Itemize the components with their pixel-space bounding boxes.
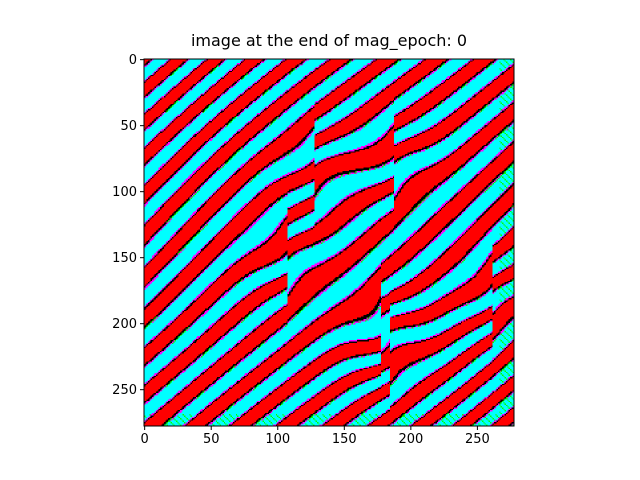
chart-title: image at the end of mag_epoch: 0 [190, 31, 468, 50]
axes-frame [143, 58, 515, 427]
y-tick-label: 50 [120, 119, 137, 134]
x-tick-label: 50 [203, 432, 220, 447]
x-tick-label: 250 [465, 432, 490, 447]
y-tick-label: 0 [129, 53, 137, 68]
x-tick-label: 200 [398, 432, 423, 447]
y-tick-label: 250 [112, 383, 137, 398]
y-tick-label: 150 [112, 251, 137, 266]
x-tick-label: 0 [141, 432, 149, 447]
y-tick-label: 200 [112, 317, 137, 332]
x-tick-label: 100 [265, 432, 290, 447]
x-tick-label: 150 [332, 432, 357, 447]
heatmap-image [144, 59, 514, 426]
y-tick-label: 100 [112, 185, 137, 200]
